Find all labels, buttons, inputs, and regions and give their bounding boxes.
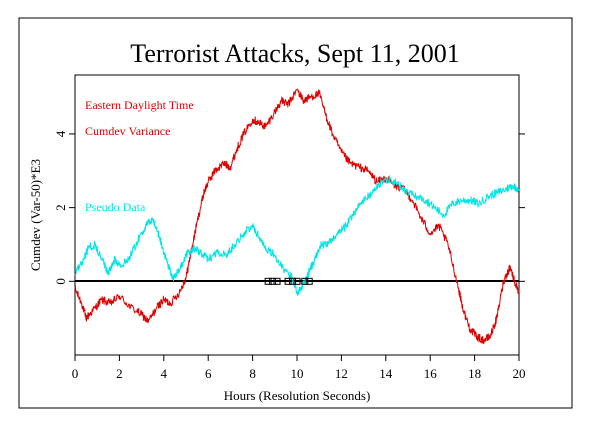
series-line-pseudo-data [74, 175, 520, 297]
y-tick-label: 2 [53, 204, 68, 211]
x-tick-label: 2 [116, 366, 123, 381]
annotation-cumdev-variance: Cumdev Variance [85, 124, 170, 138]
x-tick-label: 12 [335, 366, 348, 381]
x-tick-label: 0 [72, 366, 79, 381]
x-tick-label: 4 [161, 366, 168, 381]
series-layer [74, 88, 520, 345]
annotation-eastern-daylight-time: Eastern Daylight Time [85, 98, 194, 112]
x-tick-label: 20 [513, 366, 526, 381]
y-axis-label: Cumdev (Var-50)*E3 [28, 159, 43, 271]
x-tick-label: 6 [205, 366, 212, 381]
annotation-pseudo-data: Pseudo Data [85, 200, 146, 214]
event-markers [264, 277, 313, 285]
x-tick-label: 8 [249, 366, 256, 381]
event-marker-square [273, 277, 281, 285]
event-marker-square [289, 277, 297, 285]
x-tick-label: 18 [468, 366, 481, 381]
event-marker-square [269, 277, 277, 285]
x-tick-label: 10 [291, 366, 304, 381]
outer-border [18, 17, 573, 409]
series-line-cumdev-variance [74, 88, 520, 345]
x-tick-label: 14 [379, 366, 393, 381]
event-marker-square [293, 277, 301, 285]
chart-title: Terrorist Attacks, Sept 11, 2001 [130, 39, 459, 68]
event-marker-square [305, 277, 313, 285]
event-marker-square [284, 277, 292, 285]
y-axis-ticks: 0 2 4 [53, 130, 525, 285]
event-marker-square [264, 277, 272, 285]
x-axis-ticks: 0 2 4 6 8 10 12 14 16 18 20 [72, 355, 526, 381]
y-tick-label: 4 [53, 130, 68, 137]
x-axis-label: Hours (Resolution Seconds) [224, 388, 371, 403]
event-marker-square [301, 277, 309, 285]
y-tick-label: 0 [53, 278, 68, 285]
x-tick-label: 16 [424, 366, 438, 381]
